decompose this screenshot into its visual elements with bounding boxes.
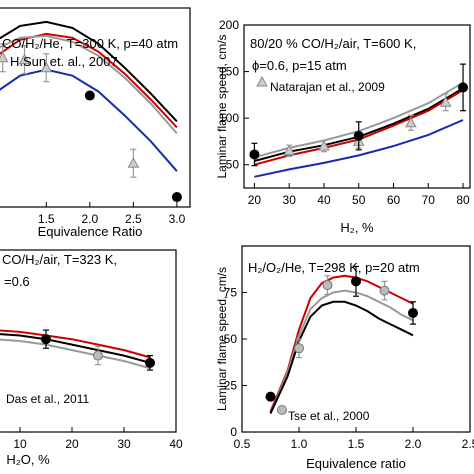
data-point [18, 53, 31, 65]
annotation-text: Tse et al., 2000 [288, 409, 370, 423]
x-axis-label: H₂, % [340, 220, 374, 235]
x-tick-label: 40 [169, 437, 183, 451]
y-axis-label: Laminar flame speed, cm/s [215, 34, 229, 178]
x-tick-label: 40 [317, 193, 331, 207]
x-tick-label: 20 [65, 437, 79, 451]
x-axis-label: Equivalence ratio [306, 456, 406, 471]
data-point [458, 82, 469, 93]
y-tick-label: 150 [219, 65, 239, 79]
legend-marker [277, 405, 287, 415]
plot-frame [0, 249, 177, 433]
x-tick-label: 20 [248, 193, 262, 207]
series-group [249, 63, 469, 178]
x-tick-label: 3.0 [169, 212, 186, 226]
data-point [439, 96, 452, 107]
x-tick-label: 50 [352, 193, 366, 207]
series-line-model-blue [0, 68, 178, 172]
data-point [93, 350, 103, 361]
series-line-model-red [269, 274, 414, 412]
x-tick-label: 2.0 [405, 437, 422, 451]
data-point [405, 116, 417, 128]
series-line-model-red [0, 329, 151, 359]
x-tick-label: 2.5 [462, 437, 474, 451]
series-line-model-black [0, 333, 151, 364]
annotation-text: H₂/O₂/He, T=298 K, p=20 atm [248, 260, 420, 275]
x-tick-label: 1.0 [291, 437, 308, 451]
annotation-text: Das et al., 2011 [6, 392, 89, 406]
annotation-text: H.Sun et. al., 2007 [10, 54, 118, 69]
data-point [353, 130, 364, 141]
y-tick-label: 100 [219, 111, 239, 125]
x-tick-label: 1.5 [348, 437, 365, 451]
data-point [265, 391, 276, 402]
x-tick-label: 30 [283, 193, 297, 207]
series-group [0, 20, 182, 203]
data-point [351, 276, 361, 287]
series-line-model-blue [254, 119, 464, 178]
y-axis-label: Laminar flame speed, cm/s [215, 267, 229, 411]
annotation-text: ϕ=0.6, p=15 atm [252, 58, 347, 73]
series-line-model-gray [0, 338, 151, 370]
chart-panel-top-right: 20 30 40 50 60 70 80 50 100 150 200 H₂, % Laminar fl… [215, 18, 471, 235]
y-tick-label: 75 [224, 286, 238, 300]
series-line-model-red [0, 32, 178, 129]
series-line-model-gray [0, 34, 178, 135]
x-tick-label: 0.5 [234, 437, 251, 451]
y-tick-label: 50 [226, 158, 240, 172]
annotation-text: CO/H₂/He, T=300 K, p=40 atm [2, 36, 178, 51]
data-point [171, 192, 182, 203]
data-point [322, 280, 333, 291]
x-tick-label: 2.0 [81, 212, 98, 226]
y-tick-label: 50 [224, 332, 238, 346]
data-point [379, 285, 390, 296]
chart-panel-top-left: 1.5 2.0 2.5 3.0 Equivalence Ratio CO/H₂/He, T… [0, 7, 191, 239]
chart-panel-bottom-right: 0.5 1.0 1.5 2.0 2.5 0 25 50 75 Equivalence ratio L… [215, 245, 474, 471]
data-point [127, 157, 140, 168]
data-point [40, 61, 53, 73]
legend-marker [256, 75, 268, 87]
series-group [0, 329, 155, 371]
data-point [283, 144, 296, 156]
series-group [265, 265, 418, 414]
data-point [318, 140, 330, 151]
data-point [249, 149, 260, 160]
y-tick-label: 25 [224, 379, 238, 393]
data-point [84, 90, 95, 101]
y-tick-label: 0 [230, 425, 237, 439]
plot-frame [243, 24, 471, 189]
plot-frame [0, 7, 191, 208]
x-axis-label: H₂O, % [6, 452, 50, 467]
x-tick-label: 10 [13, 437, 27, 451]
data-point [408, 307, 418, 318]
x-tick-label: 60 [387, 193, 401, 207]
series-line-model-black [0, 20, 178, 123]
annotation-text: =0.6 [4, 274, 30, 289]
annotation-text: 80/20 % CO/H₂/air, T=600 K, [250, 36, 416, 51]
x-tick-label: 30 [117, 437, 131, 451]
x-tick-label: 1.5 [38, 212, 55, 226]
x-tick-label: 2.5 [125, 212, 142, 226]
data-point [294, 343, 304, 354]
annotation-text: Natarajan et al., 2009 [270, 80, 385, 94]
x-tick-label: 70 [422, 193, 436, 207]
annotation-text: CO/H₂/air, T=323 K, [2, 252, 117, 267]
x-axis-label: Equivalence Ratio [38, 224, 143, 239]
y-tick-label: 200 [219, 18, 239, 32]
x-tick-label: 80 [456, 193, 470, 207]
data-point [41, 334, 51, 345]
chart-panel-bottom-left: 10 20 30 40 H₂O, % CO/H₂/air, T=323 K, =0.6 Das… [0, 249, 183, 467]
data-point [0, 51, 9, 63]
series-line-model-gray [269, 289, 414, 414]
data-point [145, 357, 155, 368]
